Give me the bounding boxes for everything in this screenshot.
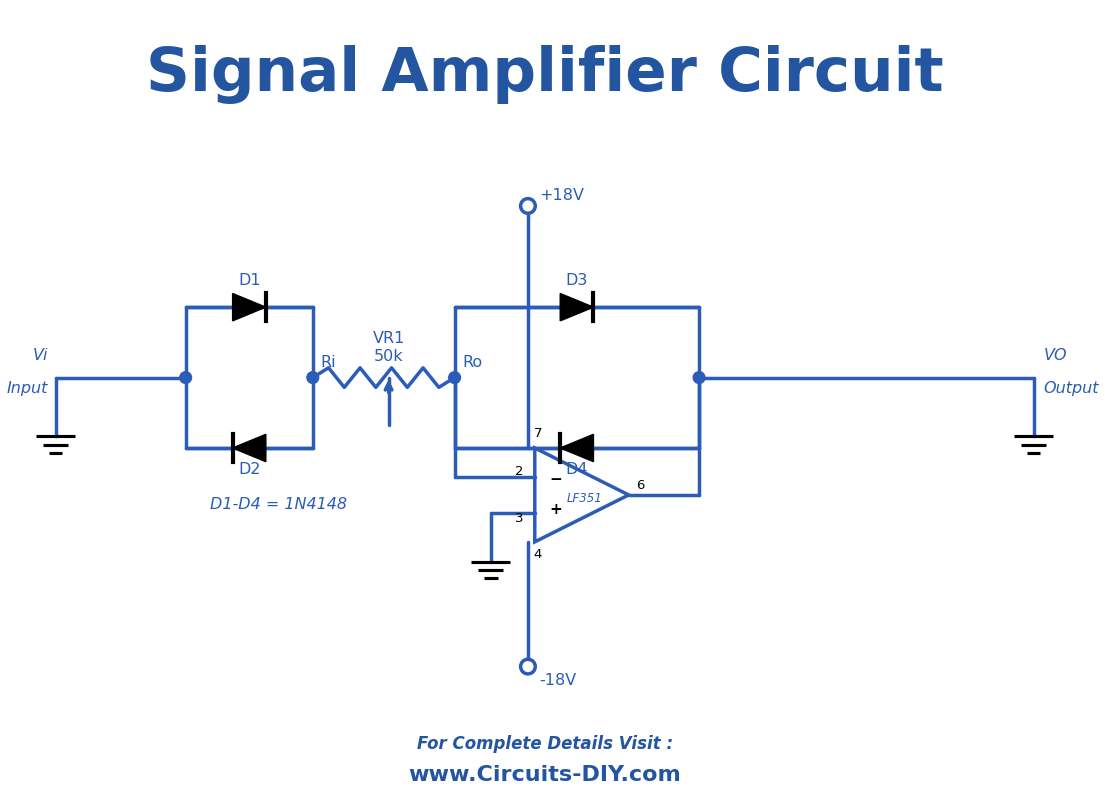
Text: D4: D4 xyxy=(566,462,588,477)
Text: −: − xyxy=(549,472,562,487)
Polygon shape xyxy=(232,294,266,321)
Text: LF351: LF351 xyxy=(566,492,602,505)
Text: D1-D4 = 1N4148: D1-D4 = 1N4148 xyxy=(210,497,347,512)
Text: 50k: 50k xyxy=(373,349,403,364)
Text: VR1: VR1 xyxy=(372,332,404,346)
Text: Signal Amplifier Circuit: Signal Amplifier Circuit xyxy=(146,45,944,104)
Circle shape xyxy=(693,372,705,383)
Text: 4: 4 xyxy=(534,548,543,561)
Polygon shape xyxy=(560,434,593,462)
Text: 7: 7 xyxy=(534,427,543,440)
Text: Ri: Ri xyxy=(320,355,336,370)
Circle shape xyxy=(180,372,191,383)
Text: 2: 2 xyxy=(515,465,523,478)
Text: VO: VO xyxy=(1043,348,1067,363)
Text: 3: 3 xyxy=(515,512,523,525)
Text: D3: D3 xyxy=(566,273,588,287)
Text: www.Circuits-DIY.com: www.Circuits-DIY.com xyxy=(408,765,681,784)
Circle shape xyxy=(307,372,318,383)
Polygon shape xyxy=(560,294,593,321)
Text: +: + xyxy=(549,503,562,517)
Text: D1: D1 xyxy=(238,273,261,287)
Text: Vi: Vi xyxy=(32,348,48,363)
Text: For Complete Details Visit :: For Complete Details Visit : xyxy=(417,735,673,753)
Text: +18V: +18V xyxy=(539,188,585,203)
Text: Input: Input xyxy=(7,382,48,396)
Text: Output: Output xyxy=(1043,382,1098,396)
Text: Ro: Ro xyxy=(462,355,483,370)
Circle shape xyxy=(449,372,461,383)
Polygon shape xyxy=(232,434,266,462)
Text: -18V: -18V xyxy=(539,673,577,688)
Text: D2: D2 xyxy=(238,462,261,477)
Text: 6: 6 xyxy=(636,479,645,491)
